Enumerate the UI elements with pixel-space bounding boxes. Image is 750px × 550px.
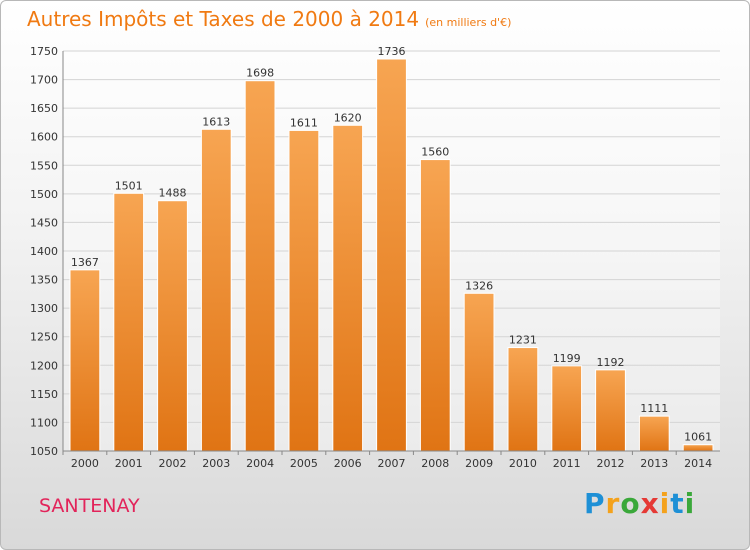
chart-subtitle: (en milliers d'€) [425, 16, 512, 29]
bar-value-label: 1111 [640, 402, 668, 415]
logo-letter: i [684, 487, 696, 520]
bar-value-label: 1560 [421, 146, 449, 159]
bar-2004 [244, 80, 276, 452]
bar-value-label: 1192 [597, 356, 625, 369]
bar-value-label: 1698 [246, 67, 274, 80]
x-tick-label: 2000 [71, 457, 99, 470]
y-tick-label: 1550 [30, 159, 58, 172]
x-tick-label: 2008 [421, 457, 449, 470]
title-line: Autres Impôts et Taxes de 2000 à 2014 (en… [27, 7, 511, 31]
proxiti-logo[interactable]: Proxiti [584, 487, 695, 520]
x-tick-label: 2004 [246, 457, 274, 470]
bar-2014 [682, 444, 714, 452]
x-tick-label: 2006 [334, 457, 362, 470]
x-tick-label: 2011 [553, 457, 581, 470]
y-tick-label: 1450 [30, 216, 58, 229]
bars [69, 58, 714, 452]
x-tick-label: 2010 [509, 457, 537, 470]
bar-value-label: 1199 [553, 352, 581, 365]
x-tick-label: 2009 [465, 457, 493, 470]
x-tick-label: 2007 [378, 457, 406, 470]
bar-2007 [376, 58, 407, 452]
bar-2012 [595, 369, 626, 452]
x-tick-label: 2003 [202, 457, 230, 470]
y-tick-label: 1100 [30, 416, 58, 429]
x-tick-label: 2013 [640, 457, 668, 470]
y-tick-label: 1250 [30, 331, 58, 344]
y-tick-label: 1400 [30, 245, 58, 258]
chart-title: Autres Impôts et Taxes de 2000 à 2014 [27, 7, 420, 31]
city-name: SANTENAY [39, 495, 140, 517]
y-tick-label: 1650 [30, 102, 58, 115]
logo-letter: P [584, 487, 606, 520]
bar-2001 [113, 192, 145, 452]
bar-2002 [157, 200, 188, 452]
axes [62, 51, 720, 455]
bar-2011 [551, 365, 583, 452]
bar-2003 [200, 128, 232, 452]
x-tick-label: 2002 [159, 457, 187, 470]
bar-2006 [332, 124, 364, 452]
x-tick-label: 2001 [115, 457, 143, 470]
bar-value-label: 1367 [71, 256, 99, 269]
y-tick-label: 1150 [30, 388, 58, 401]
logo-letter: t [670, 487, 685, 520]
y-tick-label: 1600 [30, 131, 58, 144]
bar-2000 [69, 269, 101, 452]
logo-letter: x [640, 487, 660, 520]
y-tick-label: 1750 [30, 45, 58, 58]
x-tick-label: 2014 [684, 457, 712, 470]
y-tick-label: 1700 [30, 74, 58, 87]
bar-value-label: 1611 [290, 116, 318, 129]
bar-value-label: 1736 [378, 45, 406, 58]
bar-2008 [419, 159, 451, 452]
logo-letter: o [620, 487, 641, 520]
bar-2013 [638, 415, 670, 452]
labels: 1050 1100 1150 1200 1250 1300 1350 1400 1450 1500… [30, 45, 712, 470]
bar-2010 [507, 347, 539, 452]
y-tick-label: 1050 [30, 445, 58, 458]
bar-value-label: 1620 [334, 111, 362, 124]
x-tick-label: 2012 [597, 457, 625, 470]
x-tick-label: 2005 [290, 457, 318, 470]
logo-letter: i [659, 487, 671, 520]
bar-value-label: 1231 [509, 334, 537, 347]
logo-letter: r [605, 487, 621, 520]
bar-2009 [463, 292, 495, 452]
y-tick-label: 1200 [30, 359, 58, 372]
bar-value-label: 1501 [115, 179, 143, 192]
bar-value-label: 1326 [465, 279, 493, 292]
y-tick-label: 1300 [30, 302, 58, 315]
y-tick-label: 1350 [30, 274, 58, 287]
bar-2005 [288, 129, 320, 452]
bar-value-label: 1613 [202, 115, 230, 128]
bar-value-label: 1061 [684, 431, 712, 444]
y-tick-label: 1500 [30, 188, 58, 201]
bar-value-label: 1488 [159, 187, 187, 200]
